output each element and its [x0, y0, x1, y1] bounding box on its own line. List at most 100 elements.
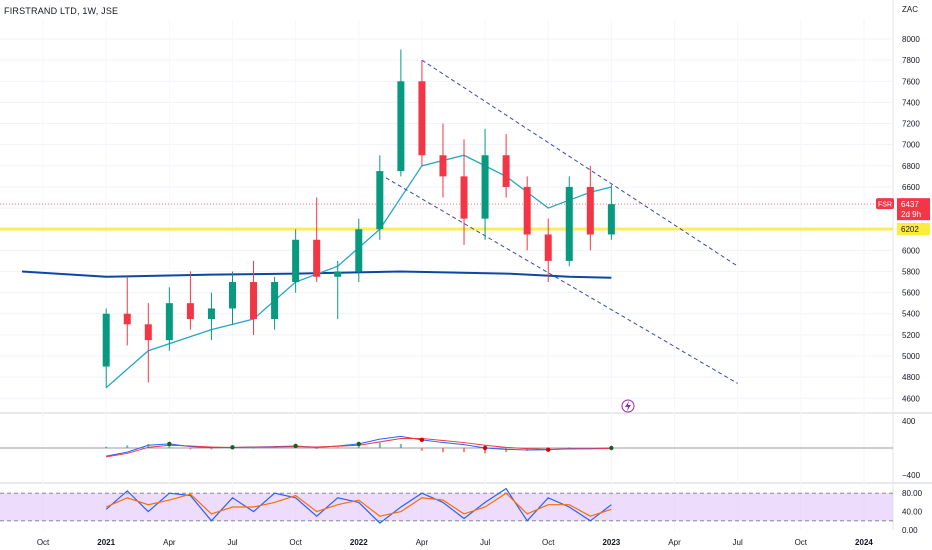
level-price-badge [897, 222, 930, 235]
price-tick-label: 8000 [902, 35, 920, 44]
candle-body [397, 81, 405, 172]
macd-histogram-bar [505, 448, 508, 453]
candle-body [207, 308, 215, 320]
stoch-d-line [105, 492, 612, 517]
macd-histogram-bar [273, 447, 276, 449]
time-tick-label: 2021 [97, 538, 115, 547]
macd-histogram-bar [420, 448, 423, 451]
macd-cross-marker [230, 445, 235, 450]
candle-body [544, 234, 552, 261]
macd-histogram-bar [484, 448, 487, 454]
macd-histogram-bar [189, 448, 192, 450]
candle-body [228, 282, 236, 309]
candle-body [586, 186, 594, 235]
macd-tick-label: 400 [902, 417, 916, 426]
rsi-band [0, 493, 893, 521]
candle-body [271, 282, 279, 320]
macd-cross-marker [356, 441, 361, 447]
price-tick-label: 4600 [902, 394, 920, 403]
time-tick-label: 2022 [350, 538, 368, 547]
macd-histogram-bar [399, 443, 402, 448]
candle-body [502, 155, 510, 187]
time-tick-label: Apr [668, 538, 681, 547]
candle-body [460, 176, 468, 219]
time-tick-label: Oct [37, 538, 50, 547]
macd-histogram-bar [315, 448, 318, 449]
channel-upper-line [421, 59, 738, 267]
time-tick-label: 2023 [602, 538, 620, 547]
time-tick-label: Apr [416, 538, 429, 547]
rsi-tick-label: 0.00 [902, 526, 918, 535]
macd-histogram-bar [147, 443, 150, 448]
price-tick-label: 5200 [902, 331, 920, 340]
price-pane [0, 49, 893, 413]
macd-cross-marker [167, 441, 172, 447]
price-tick-label: 6600 [902, 183, 920, 192]
time-tick-label: 2024 [855, 538, 873, 547]
candle-body [250, 282, 258, 320]
stoch-k-line [105, 487, 612, 524]
candle-body [165, 303, 173, 341]
candle-body [123, 313, 131, 325]
time-tick-label: Apr [163, 538, 176, 547]
candle-body [607, 204, 615, 235]
exchange-label: JSE [101, 6, 119, 16]
macd-histogram-bar [441, 448, 444, 453]
macd-histogram-bar [463, 448, 466, 453]
time-tick-label: Oct [542, 538, 555, 547]
candle-body [355, 229, 363, 272]
candle-body [481, 155, 489, 219]
ticker-badge [876, 198, 894, 210]
time-tick-label: Jul [733, 538, 743, 547]
time-tick-label: Jul [480, 538, 490, 547]
last-price-badge [897, 198, 930, 221]
price-tick-label: 4800 [902, 373, 920, 382]
price-tick-label: 7400 [902, 98, 920, 107]
candle-body [102, 313, 110, 367]
level-price-text: 6202 [901, 225, 919, 234]
price-tick-label: 6800 [902, 162, 920, 171]
macd-tick-label: −400 [902, 471, 921, 480]
rsi-tick-label: 80.00 [902, 489, 923, 498]
price-tick-label: 5800 [902, 267, 920, 276]
candle-body [418, 81, 426, 156]
lightning-glyph-icon [625, 401, 631, 411]
rsi-tick-label: 40.00 [902, 508, 923, 517]
macd-cross-marker [609, 445, 614, 451]
candle-body [313, 239, 321, 277]
macd-pane [0, 435, 893, 458]
price-tick-label: 7600 [902, 77, 920, 86]
macd-histogram-bar [105, 446, 108, 448]
price-tick-label: 6000 [902, 246, 920, 255]
channel-lower-line [379, 173, 738, 384]
time-tick-label: Oct [289, 538, 302, 547]
time-tick-label: Oct [795, 538, 808, 547]
candle-body [439, 155, 447, 177]
candle-body [186, 303, 194, 320]
macd-cross-marker [293, 443, 298, 449]
macd-histogram-bar [357, 445, 360, 448]
grid-layer [0, 0, 932, 530]
axis-layer: 8000780076007400720070006800660064006200… [37, 5, 923, 547]
interval-label[interactable]: 1W [82, 6, 96, 16]
macd-histogram-bar [568, 447, 571, 449]
macd-cross-marker [419, 437, 425, 443]
macd-histogram-bar [526, 448, 529, 451]
price-tick-label: 5600 [902, 289, 920, 298]
last-price-text: 6437 [901, 200, 919, 209]
price-tick-label: 7200 [902, 120, 920, 129]
candle-body [144, 324, 152, 341]
macd-histogram-bar [210, 448, 213, 450]
macd-histogram-bar [126, 445, 129, 448]
chart-title: FIRSTRAND LTD, 1W, JSE [4, 6, 119, 16]
rsi-pane [0, 487, 893, 524]
price-tick-label: 5000 [902, 352, 920, 361]
price-tick-label: 7000 [902, 141, 920, 150]
event-lightning-icon [621, 399, 635, 413]
macd-histogram-bar [336, 447, 339, 449]
macd-histogram-bar [168, 445, 171, 448]
macd-cross-marker [546, 447, 551, 452]
macd-histogram-bar [378, 442, 381, 448]
